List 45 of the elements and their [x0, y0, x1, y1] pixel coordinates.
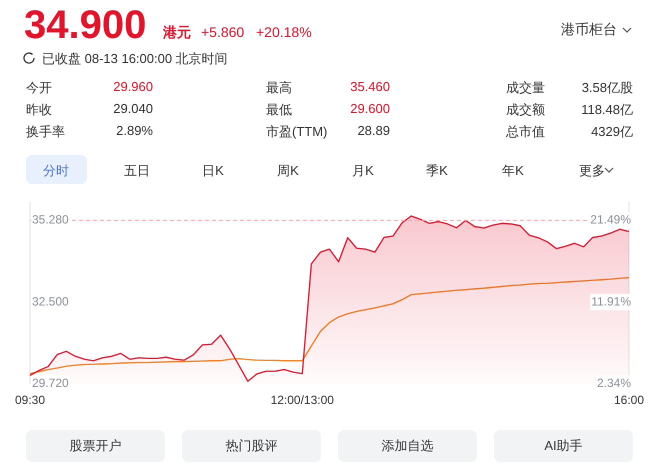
- text: 五日: [124, 162, 150, 180]
- text: 港币柜台: [561, 21, 617, 39]
- text: 已收盘 08-13 16:00:00 北京时间: [42, 50, 228, 68]
- y-tick-label: 29.720: [32, 376, 70, 390]
- text: 4329亿: [591, 123, 633, 141]
- text: 添加自选: [382, 437, 434, 455]
- y-tick-label: 35.280: [32, 212, 70, 227]
- text: 港元: [163, 24, 191, 42]
- text: 月K: [352, 162, 374, 180]
- text: 29.960: [113, 79, 153, 94]
- text: 昨收: [26, 101, 52, 119]
- text: AI助手: [544, 437, 583, 455]
- text: 换手率: [26, 123, 65, 141]
- text: 今开: [26, 79, 52, 97]
- text: 成交量: [506, 79, 545, 97]
- x-tick-label: 12:00/13:00: [270, 393, 334, 408]
- text: 35.460: [350, 79, 390, 94]
- y2-tick-label: 21.49%: [590, 212, 632, 227]
- y2-tick-label: 2.34%: [596, 376, 632, 390]
- text: 最低: [266, 101, 292, 119]
- text: 成交额: [506, 101, 545, 119]
- chart-title: 34.900: [24, 2, 146, 48]
- text: 周K: [277, 162, 299, 180]
- text: 29.600: [350, 101, 390, 116]
- text: 季K: [426, 162, 448, 180]
- text: 年K: [502, 162, 524, 180]
- x-tick-label: 16:00: [614, 393, 644, 408]
- text: 市盈(TTM): [266, 123, 328, 141]
- text: 最高: [266, 79, 292, 97]
- x-tick-label: 09:30: [14, 393, 46, 408]
- text: 118.48亿: [581, 101, 633, 119]
- text: +20.18%: [256, 24, 312, 40]
- text: 更多: [579, 162, 605, 180]
- text: 2.89%: [116, 123, 153, 138]
- text: 日K: [202, 162, 224, 180]
- text: 29.040: [113, 101, 153, 116]
- y-tick-label: 32.500: [32, 294, 70, 308]
- text: 28.89: [357, 123, 390, 138]
- text: 分时: [43, 162, 69, 180]
- y2-tick-label: 11.91%: [591, 294, 632, 308]
- text: +5.860: [201, 24, 244, 40]
- text: 3.58亿股: [582, 79, 633, 97]
- text: 股票开户: [70, 437, 122, 455]
- text: 热门股评: [226, 437, 278, 455]
- text: 总市值: [506, 123, 545, 141]
